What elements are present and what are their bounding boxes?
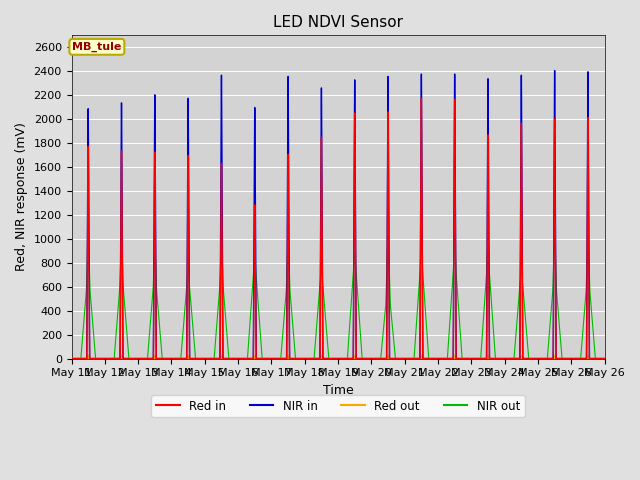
Legend: Red in, NIR in, Red out, NIR out: Red in, NIR in, Red out, NIR out bbox=[152, 395, 525, 417]
Text: MB_tule: MB_tule bbox=[72, 42, 122, 52]
Y-axis label: Red, NIR response (mV): Red, NIR response (mV) bbox=[15, 122, 28, 271]
X-axis label: Time: Time bbox=[323, 384, 353, 397]
Title: LED NDVI Sensor: LED NDVI Sensor bbox=[273, 15, 403, 30]
